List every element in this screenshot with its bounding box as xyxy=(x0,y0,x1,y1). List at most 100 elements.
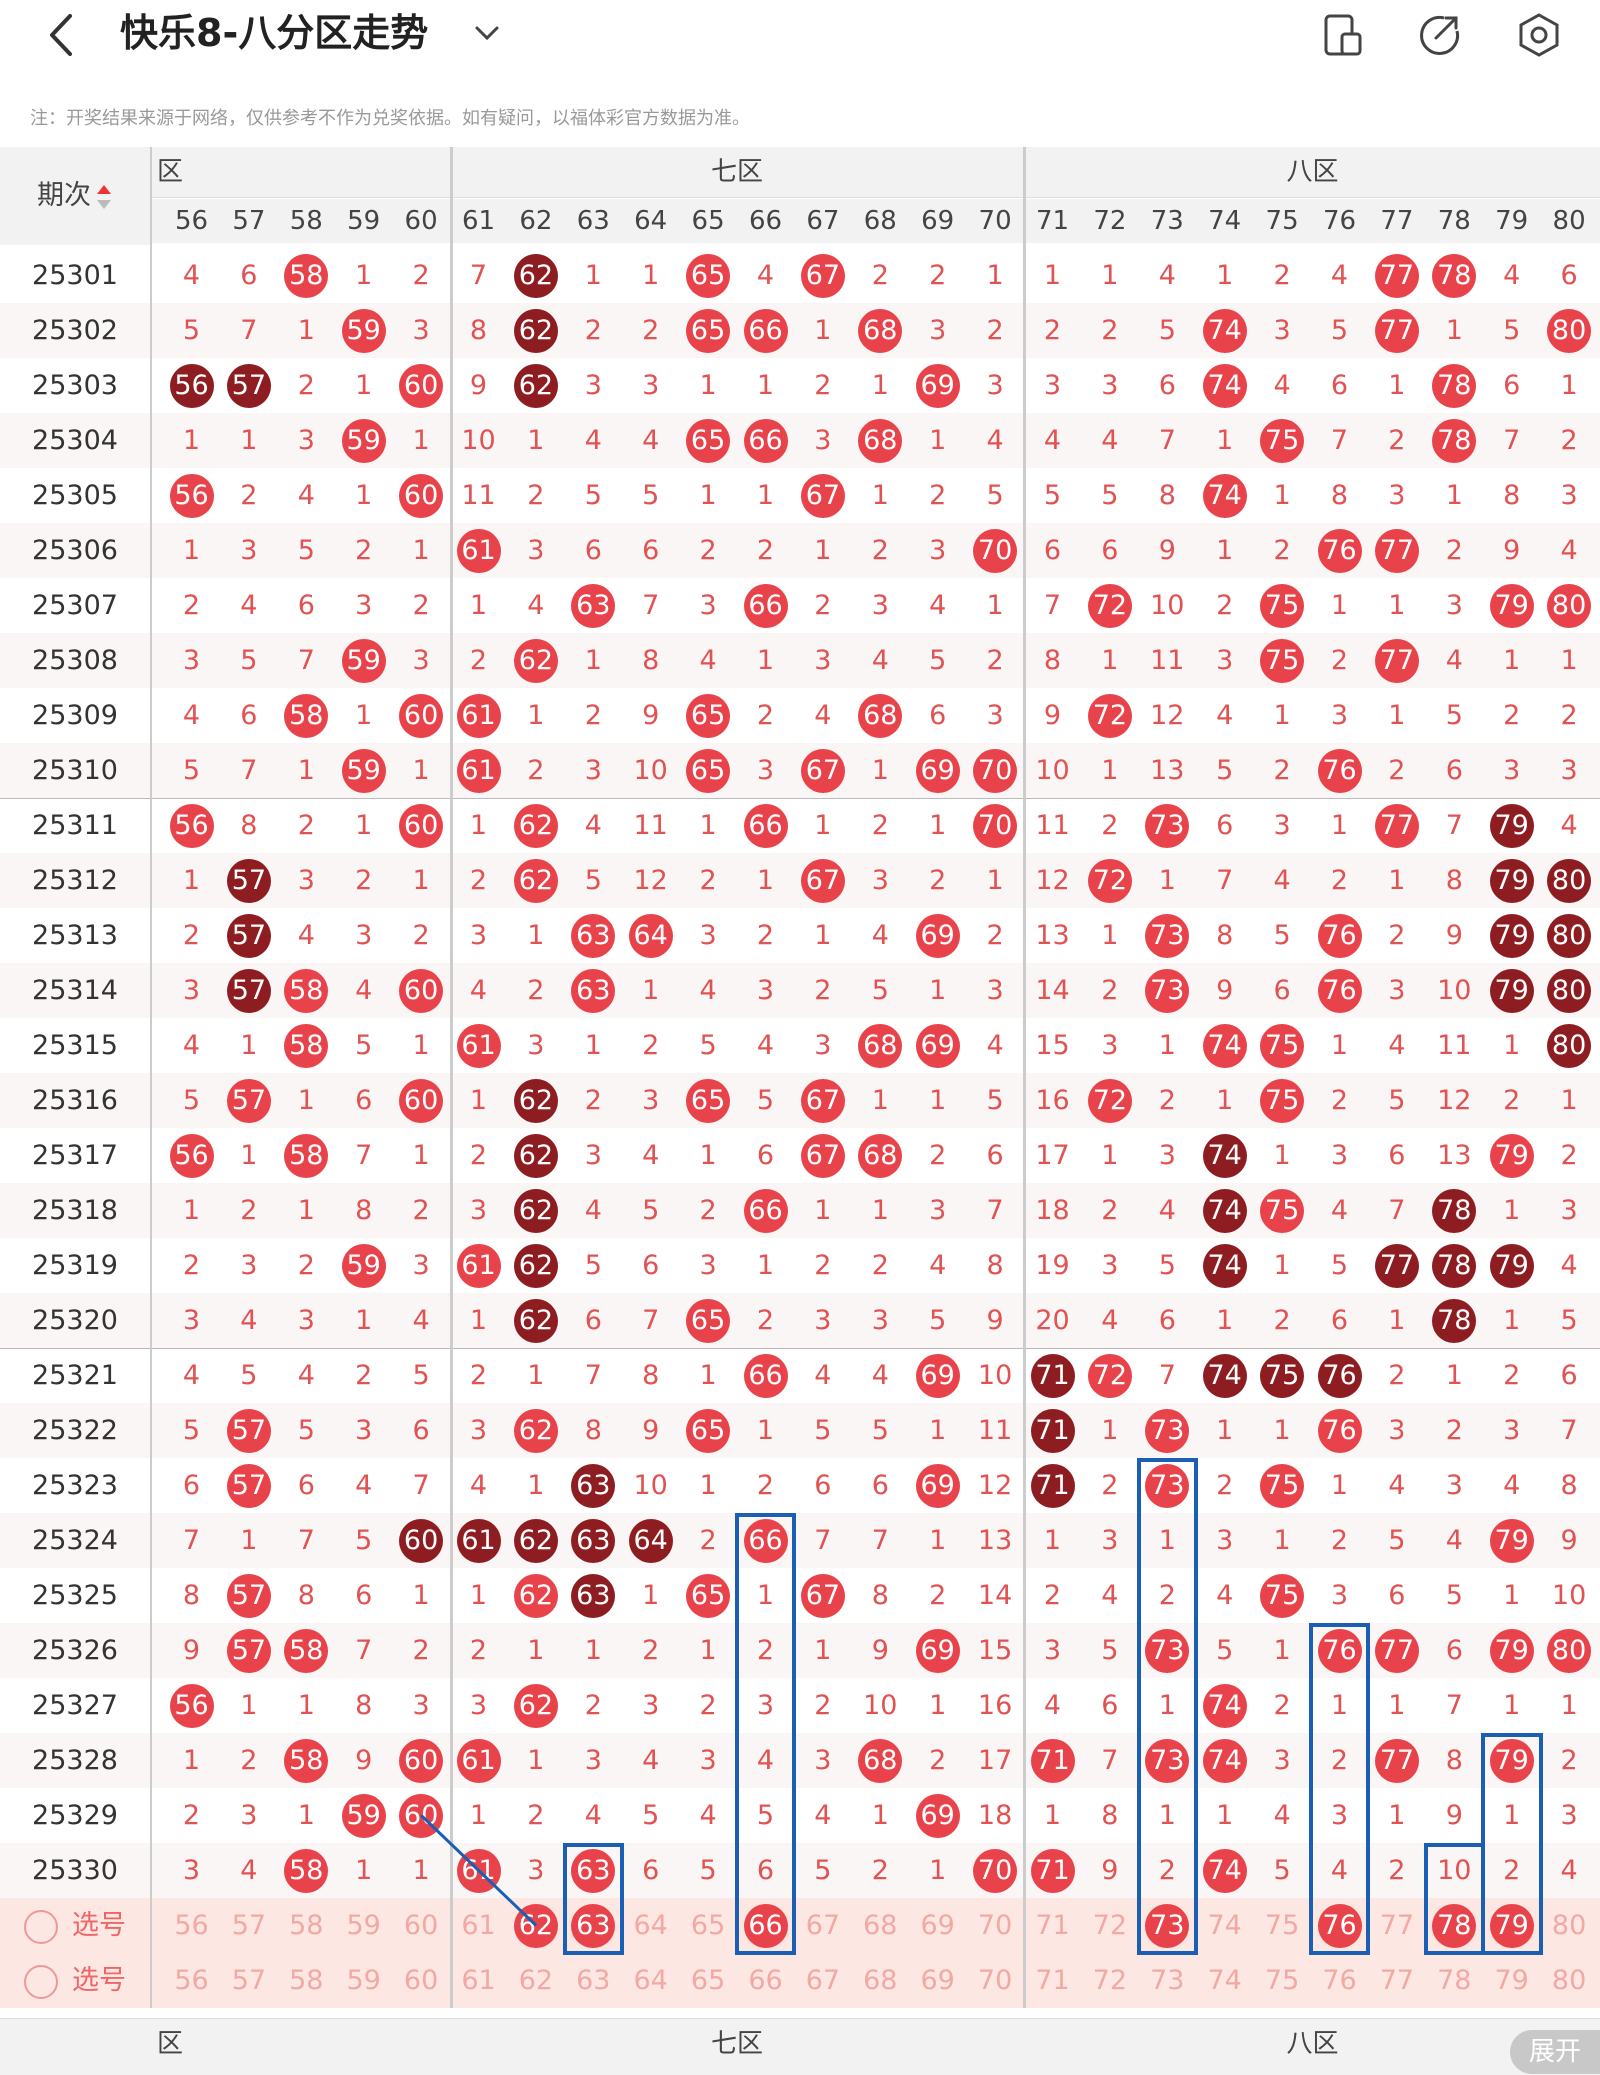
select-cell-64[interactable]: 64 xyxy=(633,1910,668,1941)
select-cell-69[interactable]: 69 xyxy=(920,1965,955,1996)
period-label: 25314 xyxy=(32,975,118,1006)
select-cell-75[interactable]: 75 xyxy=(1264,1965,1300,1996)
select-cell-76[interactable]: 76 xyxy=(1322,1965,1357,1996)
select-cell-78[interactable]: 78 xyxy=(1437,1965,1472,1996)
table-cell: 75 xyxy=(1254,633,1311,688)
select-cell-58[interactable]: 58 xyxy=(289,1910,324,1941)
select-cell-59[interactable]: 59 xyxy=(346,1965,381,1996)
table-cell: 10 xyxy=(633,1470,668,1501)
drawn-ball: 58 xyxy=(284,1628,329,1673)
select-cell-73[interactable]: 73 xyxy=(1150,1965,1185,1996)
select-cell-67[interactable]: 67 xyxy=(805,1965,841,1996)
select-cell-74[interactable]: 74 xyxy=(1207,1910,1242,1941)
period-header[interactable]: 期次 xyxy=(0,147,150,245)
table-cell: 5 xyxy=(814,1855,832,1886)
back-arrow-icon[interactable] xyxy=(42,10,82,60)
select-cell-60[interactable]: 60 xyxy=(403,1965,439,1996)
split-screen-icon[interactable] xyxy=(1318,10,1368,60)
expand-button[interactable]: 展开 xyxy=(1510,2030,1600,2074)
select-cell-75[interactable]: 75 xyxy=(1264,1910,1300,1941)
select-cell-64[interactable]: 64 xyxy=(633,1965,668,1996)
select-cell-60[interactable]: 60 xyxy=(403,1910,439,1941)
select-cell-71[interactable]: 71 xyxy=(1035,1965,1070,1996)
table-cell: 74 xyxy=(1196,1238,1253,1293)
selected-ball[interactable]: 63 xyxy=(571,1903,616,1948)
select-row[interactable]: 选号 56 57 58 59 60 61 62 63 64 65 66 67 68 69 70 71 72 73 74… xyxy=(0,1953,1600,2008)
select-cell-65[interactable]: 65 xyxy=(690,1910,726,1941)
period-label: 25301 xyxy=(32,260,118,291)
select-cell-56[interactable]: 56 xyxy=(174,1910,209,1941)
select-cell-68[interactable]: 68 xyxy=(863,1910,898,1941)
table-cell: 13 xyxy=(1035,920,1070,951)
select-cell-57[interactable]: 57 xyxy=(231,1965,267,1996)
table-cell: 1 xyxy=(699,810,717,841)
select-cell-66[interactable]: 66 xyxy=(737,1898,794,1953)
select-cell-74[interactable]: 74 xyxy=(1207,1965,1242,1996)
table-cell: 4 xyxy=(814,1800,832,1831)
select-cell-71[interactable]: 71 xyxy=(1035,1910,1070,1941)
table-cell: 3 xyxy=(1445,590,1463,621)
settings-icon[interactable] xyxy=(1514,10,1564,60)
select-cell-63[interactable]: 63 xyxy=(576,1965,611,1996)
selected-ball[interactable]: 62 xyxy=(513,1903,558,1948)
period-label: 25315 xyxy=(32,1030,118,1061)
select-cell-78[interactable]: 78 xyxy=(1426,1898,1483,1953)
select-cell-65[interactable]: 65 xyxy=(690,1965,726,1996)
select-cell-73[interactable]: 73 xyxy=(1139,1898,1196,1953)
select-cell-76[interactable]: 76 xyxy=(1311,1898,1368,1953)
table-cell: 1 xyxy=(297,1085,315,1116)
table-cell: 73 xyxy=(1139,1733,1196,1788)
select-cell-77[interactable]: 77 xyxy=(1379,1910,1415,1941)
drawn-ball: 68 xyxy=(858,418,903,463)
selected-ball[interactable]: 78 xyxy=(1432,1903,1477,1948)
table-cell: 62 xyxy=(507,1513,564,1568)
select-cell-69[interactable]: 69 xyxy=(920,1910,955,1941)
select-cell-70[interactable]: 70 xyxy=(977,1965,1013,1996)
table-cell: 1 xyxy=(1503,1030,1521,1061)
select-cell-61[interactable]: 61 xyxy=(461,1910,496,1941)
select-cell-80[interactable]: 80 xyxy=(1551,1965,1587,1996)
select-cell-57[interactable]: 57 xyxy=(231,1910,267,1941)
select-cell-77[interactable]: 77 xyxy=(1379,1965,1415,1996)
select-cell-72[interactable]: 72 xyxy=(1092,1965,1128,1996)
share-icon[interactable] xyxy=(1414,10,1464,60)
select-cell-56[interactable]: 56 xyxy=(174,1965,209,1996)
table-cell: 7 xyxy=(871,1525,889,1556)
select-cell-63[interactable]: 63 xyxy=(565,1898,622,1953)
select-cell-62[interactable]: 62 xyxy=(507,1898,564,1953)
select-cell-62[interactable]: 62 xyxy=(518,1965,554,1996)
table-cell: 1 xyxy=(240,1525,258,1556)
select-cell-70[interactable]: 70 xyxy=(977,1910,1013,1941)
select-cell-79[interactable]: 79 xyxy=(1494,1965,1529,1996)
select-cell-72[interactable]: 72 xyxy=(1092,1910,1128,1941)
select-cell-59[interactable]: 59 xyxy=(346,1910,381,1941)
table-cell: 2 xyxy=(699,865,717,896)
select-cell-67[interactable]: 67 xyxy=(805,1910,841,1941)
table-cell: 1 xyxy=(986,590,1004,621)
select-cell-68[interactable]: 68 xyxy=(863,1965,898,1996)
table-cell: 1 xyxy=(1503,1195,1521,1226)
select-cell-58[interactable]: 58 xyxy=(289,1965,324,1996)
selected-ball[interactable]: 66 xyxy=(743,1903,788,1948)
drawn-ball: 65 xyxy=(686,253,731,298)
select-cell-80[interactable]: 80 xyxy=(1551,1910,1587,1941)
select-row[interactable]: 选号 56 57 58 59 60 61 62 63 64 65 66 67 68 69 70 71 72 73 74… xyxy=(0,1898,1600,1953)
select-cell-61[interactable]: 61 xyxy=(461,1965,496,1996)
select-label[interactable]: 选号 xyxy=(0,1953,150,2008)
radio-icon[interactable] xyxy=(24,1909,58,1944)
selected-ball[interactable]: 76 xyxy=(1317,1903,1362,1948)
selected-ball[interactable]: 79 xyxy=(1489,1903,1534,1948)
table-cell: 63 xyxy=(565,578,622,633)
radio-icon[interactable] xyxy=(24,1964,58,1999)
table-cell: 2 xyxy=(871,1855,889,1886)
table-cell: 5 xyxy=(642,480,660,511)
table-cell: 4 xyxy=(1330,1195,1349,1226)
selected-ball[interactable]: 73 xyxy=(1145,1903,1190,1948)
select-cell-79[interactable]: 79 xyxy=(1483,1898,1540,1953)
table-cell: 3 xyxy=(1101,1525,1119,1556)
select-label[interactable]: 选号 xyxy=(0,1898,150,1953)
table-cell: 80 xyxy=(1541,963,1598,1018)
select-cell-66[interactable]: 66 xyxy=(748,1965,783,1996)
table-cell: 1 xyxy=(1158,1030,1176,1061)
chevron-down-icon[interactable] xyxy=(472,18,502,48)
